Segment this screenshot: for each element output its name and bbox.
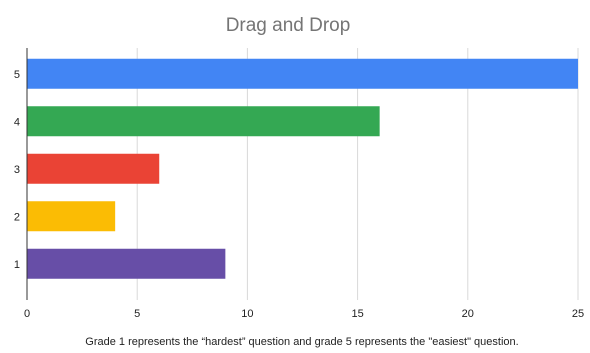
bar-grade-4 — [27, 106, 380, 137]
y-tick-labels: 5 4 3 2 1 — [14, 69, 20, 271]
y-tick-label: 4 — [14, 116, 20, 128]
x-tick-label: 25 — [572, 308, 584, 320]
x-axis-caption: Grade 1 represents the “hardest” questio… — [85, 336, 518, 348]
x-tick-label: 0 — [24, 308, 30, 320]
y-tick-label: 3 — [14, 164, 20, 176]
bar-grade-5 — [27, 58, 578, 89]
x-tick-label: 5 — [134, 308, 140, 320]
bar-grade-3 — [27, 153, 160, 184]
bar-grade-2 — [27, 201, 116, 232]
chart-title: Drag and Drop — [226, 15, 351, 36]
y-tick-label: 2 — [14, 211, 20, 223]
x-tick-label: 15 — [351, 308, 363, 320]
x-tick-labels: 0 5 10 15 20 25 — [24, 308, 584, 320]
bars — [27, 58, 578, 279]
y-tick-label: 1 — [14, 259, 20, 271]
x-tick-label: 20 — [462, 308, 474, 320]
x-tick-label: 10 — [241, 308, 253, 320]
bar-grade-1 — [27, 248, 226, 279]
y-tick-label: 5 — [14, 69, 20, 81]
